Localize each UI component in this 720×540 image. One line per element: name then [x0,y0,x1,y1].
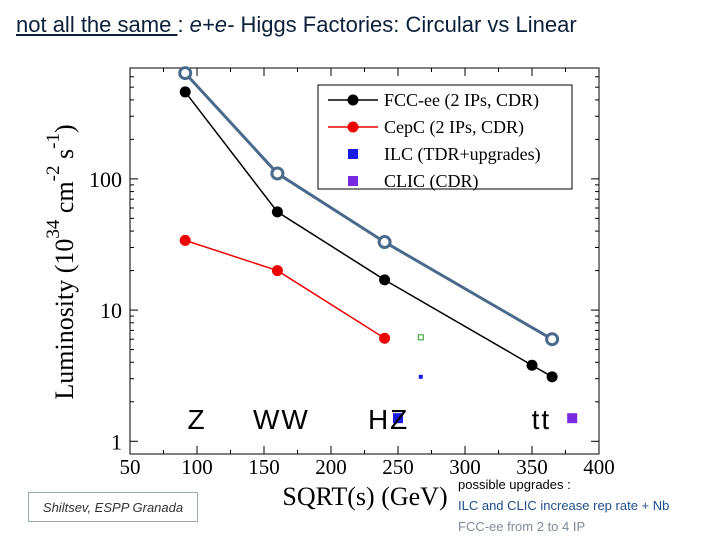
credit-box: Shiltsev, ESPP Granada [28,492,198,522]
legend-marker [347,94,359,106]
notes-line-3: FCC-ee from 2 to 4 IP [458,519,586,534]
y-tick-label: 1 [111,429,122,454]
x-axis-label: SQRT(s) (GeV) [282,482,447,511]
axes-group: 50 100 150 200 250 300 350 400 1 10 100 [89,67,615,479]
x-tick-label: 200 [315,455,347,479]
annotation-label: WW [253,404,310,435]
data-point-4 [377,235,392,250]
data-point-0 [526,359,538,371]
legend-label: CepC (2 IPs, CDR) [384,117,524,138]
series-line-1 [184,239,386,339]
data-point-5 [418,374,423,379]
data-point-0 [379,274,391,286]
legend-marker [348,149,358,159]
data-point-6 [417,334,424,341]
x-tick-label: 100 [181,455,213,479]
annotation-label: Z [187,404,206,435]
legend: FCC-ee (2 IPs, CDR) CepC (2 IPs, CDR) ILC … [317,84,573,192]
legend-label: ILC (TDR+upgrades) [384,144,541,165]
title-part2: e+e- [189,12,235,37]
data-point-1 [179,234,191,246]
title-part1: not all the same [16,12,178,37]
data-point-4 [178,66,193,81]
title-sep: : [177,12,190,37]
legend-marker [348,176,358,186]
x-tick-label: 50 [120,455,141,479]
slide-title: not all the same : e+e- Higgs Factories:… [16,12,577,38]
data-point-1 [271,265,283,277]
data-point-4 [270,166,285,181]
credit-text: Shiltsev, ESPP Granada [42,499,184,515]
series-line-4 [184,72,553,341]
x-tick-label: 300 [449,455,481,479]
y-tick-label: 100 [89,167,122,192]
data-point-4 [545,332,560,347]
data-point-0 [179,86,191,98]
annotations-group: Z WW HZ tt [187,404,552,435]
data-point-3 [567,413,578,424]
data-point-1 [379,332,391,344]
x-tick-label: 400 [583,455,615,479]
y-axis-label-group: Luminosity (1034 cm-2 s-1) [43,124,79,399]
legend-box [317,84,573,190]
x-tick-label: 150 [248,455,280,479]
annotation-label: tt [532,404,552,435]
y-axis-label: Luminosity (1034 cm-2 s-1) [43,124,79,399]
annotation-label: HZ [368,404,409,435]
series-marks [178,66,578,424]
upgrade-notes: possible upgrades : ILC and CLIC increas… [458,474,669,537]
legend-label: CLIC (CDR) [384,171,479,192]
notes-line-2: ILC and CLIC increase rep rate + Nb [458,498,670,513]
y-tick-label: 10 [100,298,122,323]
data-point-0 [271,206,283,218]
x-tick-label: 350 [516,455,548,479]
legend-marker [347,121,359,133]
data-point-0 [546,371,558,383]
data-point-2 [393,413,403,424]
title-part3: Higgs Factories: Circular vs Linear [234,12,577,37]
x-tick-label: 250 [382,455,414,479]
notes-line-1: possible upgrades : [458,477,571,492]
legend-label: FCC-ee (2 IPs, CDR) [384,90,539,111]
